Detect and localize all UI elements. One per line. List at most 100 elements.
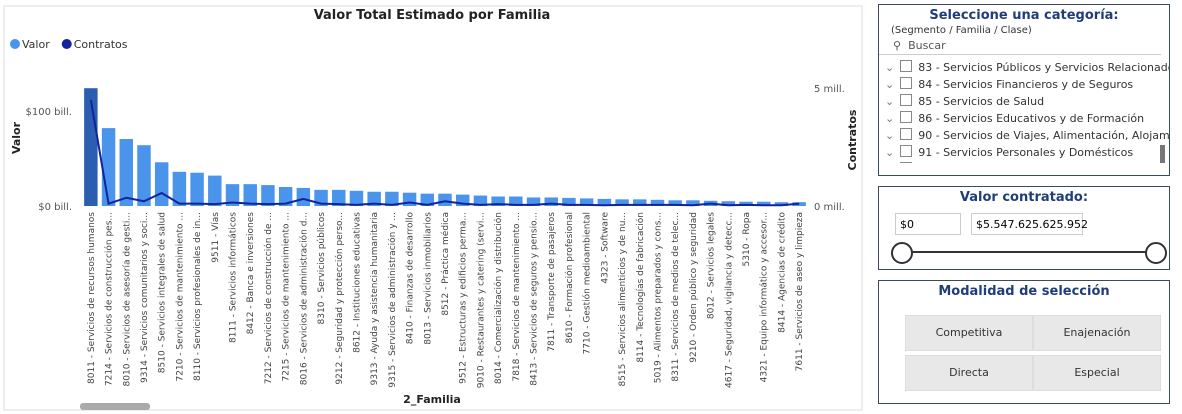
search-box[interactable]: ⚲ Buscar xyxy=(879,39,1161,55)
x-tick-label: 8114 - Tecnologías de fabricación xyxy=(635,212,646,363)
x-tick-label: 8610 - Formación profesional xyxy=(564,212,575,343)
x-axis-label: 2_Familia xyxy=(403,393,461,406)
range-handle[interactable] xyxy=(891,242,913,264)
x-tick-label: 4321 - Equipo informático y accesor... xyxy=(760,212,770,382)
x-tick-label: 8010 - Servicios de asesoría de gesti... xyxy=(122,212,132,386)
mode-button[interactable]: Competitiva xyxy=(905,315,1033,351)
item-label: 83 - Servicios Públicos y Servicios Rela… xyxy=(918,61,1169,74)
item-label: 90 - Servicios de Viajes, Alimentación, … xyxy=(918,129,1169,142)
bar xyxy=(84,88,98,206)
legend-marker xyxy=(61,39,72,49)
item-label: 86 - Servicios Educativos y de Formación xyxy=(918,112,1145,125)
x-tick-label: 9010 - Restaurantes y catering (servi... xyxy=(476,212,486,388)
bar xyxy=(154,162,169,206)
bar xyxy=(243,184,257,206)
bar xyxy=(650,199,665,206)
bar xyxy=(774,202,789,206)
x-tick-label: 7214 - Servicios de construcción pes... xyxy=(104,212,115,386)
bar xyxy=(438,193,452,206)
category-slicer: Seleccione una categoría: (Segmento / Fa… xyxy=(878,4,1170,176)
bar xyxy=(278,187,293,206)
min-input[interactable]: $0 xyxy=(895,213,961,235)
slicer-item[interactable]: ⌄ 83 - Servicios Públicos y Servicios Rel… xyxy=(879,59,1169,76)
item-list: ⌄ 83 - Servicios Públicos y Servicios Rel… xyxy=(879,59,1169,163)
list-scrollbar[interactable] xyxy=(1160,145,1165,163)
x-tick-label: 5310 - Ropa xyxy=(742,212,752,266)
bar xyxy=(579,198,594,206)
bar xyxy=(721,201,736,206)
slicer-item[interactable]: ⌄ 91 - Servicios Personales y Domésticos xyxy=(885,145,1134,159)
x-tick-label: 9315 - Servicios de administración y ... xyxy=(387,212,398,388)
legend-label: Valor xyxy=(22,38,50,51)
x-tick-label: 9313 - Ayuda y asistencia humanitaria xyxy=(370,212,380,385)
x-tick-label: 8512 - Práctica médica xyxy=(440,212,451,316)
bar xyxy=(101,128,116,206)
max-input[interactable]: $5.547.625.625.952 xyxy=(971,213,1088,235)
x-tick-label: 8510 - Servicios integrales de salud xyxy=(158,212,168,373)
slicer-item[interactable]: ⌄ 84 - Servicios Financieros y de Seguros xyxy=(885,77,1134,91)
slicer-item[interactable]: ⌄ 90 - Servicios de Viajes, Alimentación,… xyxy=(879,127,1169,144)
mode-slicer: Modalidad de selección Competitiva Enaje… xyxy=(878,280,1170,404)
slicer-item[interactable]: ⌄ 85 - Servicios de Salud xyxy=(885,94,1045,108)
bar xyxy=(526,197,541,206)
bar xyxy=(633,199,647,206)
x-tick-label: 7710 - Gestión medioambiental xyxy=(582,212,593,354)
bar xyxy=(686,200,700,206)
bar xyxy=(172,171,187,206)
bar xyxy=(757,201,771,206)
x-tick-label: 9314 - Servicios comunitarios y soci... xyxy=(140,212,150,383)
slicer-title: Seleccione una categoría: xyxy=(929,8,1119,23)
y2-tick-label: 0 mill. xyxy=(814,202,845,213)
bar xyxy=(491,196,505,206)
x-tick-label: 4617 - Seguridad, vigilancia y detecc... xyxy=(724,212,734,388)
mode-button[interactable]: Especial xyxy=(1033,355,1161,391)
x-tick-label: 8111 - Servicios informáticos xyxy=(229,212,239,343)
mode-button[interactable]: Enajenación xyxy=(1033,315,1161,351)
x-tick-label: 8016 - Servicios de administración d... xyxy=(298,212,309,385)
range-track xyxy=(899,251,1155,253)
bar xyxy=(385,191,399,206)
x-tick-label: 7212 - Servicios de construcción de ... xyxy=(263,212,274,384)
x-tick-label: 9210 - Orden público y seguridad xyxy=(689,212,699,363)
x-tick-label: 9212 - Seguridad y protección perso... xyxy=(334,212,345,385)
x-tick-label: 8310 - Servicios públicos xyxy=(317,212,327,325)
bar xyxy=(137,145,151,206)
x-tick-label: 4323 - Software xyxy=(600,212,610,284)
bar xyxy=(562,197,576,206)
x-tick-label: 7210 - Servicios de mantenimiento ... xyxy=(175,212,185,382)
x-tick-label: 8412 - Banca e inversiones xyxy=(246,212,256,335)
bar xyxy=(225,184,240,206)
slicer-item[interactable]: ⌄92 - Servicios de Defensa Nacional, Ord… xyxy=(879,161,1169,163)
x-tick-label: 8410 - Finanzas de desarrollo xyxy=(406,212,416,345)
y2-tick-label: 5 mill. xyxy=(814,84,845,95)
chart-title: Valor Total Estimado por Familia xyxy=(314,8,551,23)
x-tick-label: 8013 - Servicios inmobiliarios xyxy=(423,212,433,345)
x-tick-label: 8311 - Servicios de medios de telec... xyxy=(671,212,681,382)
bar xyxy=(261,185,275,206)
item-label: 84 - Servicios Financieros y de Seguros xyxy=(918,78,1134,91)
bar xyxy=(509,196,523,206)
bar xyxy=(332,189,346,206)
bar xyxy=(349,190,364,206)
bar xyxy=(420,193,435,206)
x-tick-label: 8014 - Comercialización y distribución xyxy=(493,212,504,384)
legend-marker xyxy=(10,39,20,49)
chart-frame xyxy=(3,5,863,411)
x-tick-label: 8413 - Servicios de seguros y pensio... xyxy=(530,212,540,386)
bar xyxy=(544,197,558,206)
scrollbar[interactable] xyxy=(80,403,150,410)
x-tick-label: 9511 - Vías xyxy=(211,212,221,263)
y-tick-label: $0 bill. xyxy=(38,202,72,213)
bar xyxy=(597,198,612,206)
bar xyxy=(473,195,488,206)
search-placeholder: Buscar xyxy=(908,39,946,52)
value-slicer: Valor contratado: $0 $5.547.625.625.952 xyxy=(878,186,1170,270)
range-handle[interactable] xyxy=(1145,242,1167,264)
slicer-item[interactable]: ⌄ 86 - Servicios Educativos y de Formació… xyxy=(885,111,1145,125)
item-label: 85 - Servicios de Salud xyxy=(918,95,1045,108)
mode-button[interactable]: Directa xyxy=(905,355,1033,391)
x-tick-label: 8110 - Servicios profesionales de in... xyxy=(193,212,203,381)
x-tick-label: 7818 - Servicios de mantenimiento ... xyxy=(512,212,522,382)
line xyxy=(89,99,800,207)
